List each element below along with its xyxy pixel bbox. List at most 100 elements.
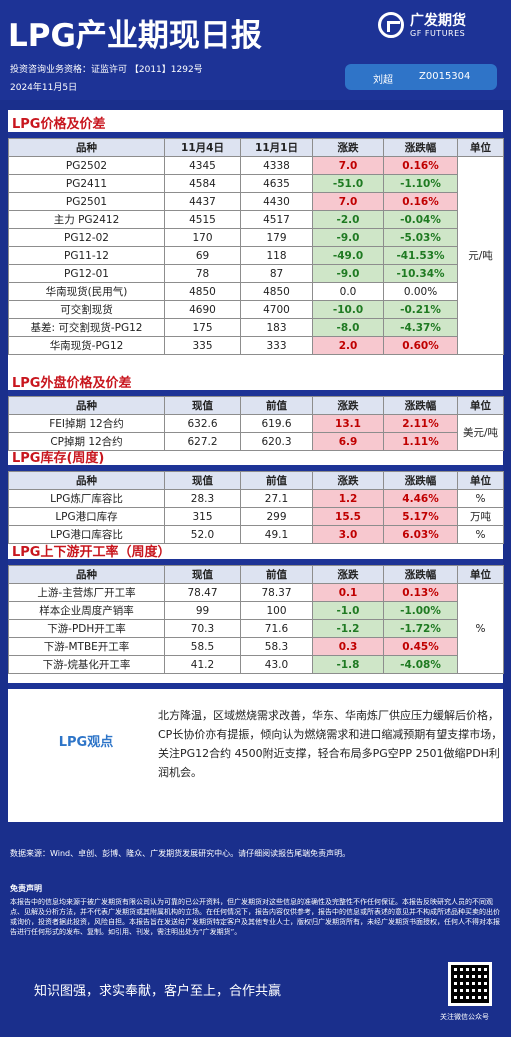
previous-value: 179 — [240, 228, 313, 247]
table-row: LPG港口库容比 52.0 49.1 3.0 6.03%% — [8, 525, 504, 544]
change-value: 13.1 — [312, 414, 384, 433]
col-header: 涨跌幅 — [383, 565, 458, 584]
row-label: 样本企业周度产销率 — [8, 601, 165, 620]
previous-value: 4850 — [240, 282, 313, 301]
operation-table: 品种 现值 前值 涨跌 涨跌幅 单位 上游-主营炼厂开工率 78.47 78.37 0… — [8, 565, 504, 674]
change-pct: 0.60% — [383, 336, 458, 355]
previous-value: 43.0 — [240, 655, 313, 674]
change-pct: -1.00% — [383, 601, 458, 620]
change-pct: -0.21% — [383, 300, 458, 319]
unit-cell: 美元/吨 — [457, 414, 504, 451]
previous-value: 27.1 — [240, 489, 313, 508]
table-row: PG2501 4437 4430 7.0 0.16% — [8, 192, 504, 211]
unit-cell: % — [457, 583, 504, 674]
current-value: 4515 — [164, 210, 241, 229]
gf-logo-icon — [378, 12, 404, 38]
table-row: 下游-烷基化开工率 41.2 43.0 -1.8 -4.08% — [8, 655, 504, 674]
row-label: PG11-12 — [8, 246, 165, 265]
section-band — [8, 465, 503, 471]
change-value: -10.0 — [312, 300, 384, 319]
previous-value: 58.3 — [240, 637, 313, 656]
previous-value: 4430 — [240, 192, 313, 211]
table-row: 华南现货(民用气) 4850 4850 0.0 0.00% — [8, 282, 504, 301]
disclaimer-body: 本报告中的信息均来源于被广发期货有限公司认为可靠的已公开资料，但广发期货对这些信… — [10, 898, 500, 936]
change-value: 0.1 — [312, 583, 384, 602]
previous-value: 4338 — [240, 156, 313, 175]
col-header: 涨跌幅 — [383, 471, 458, 490]
row-label: 华南现货(民用气) — [8, 282, 165, 301]
current-value: 4437 — [164, 192, 241, 211]
change-pct: -4.08% — [383, 655, 458, 674]
previous-value: 620.3 — [240, 432, 313, 451]
row-label: CP掉期 12合约 — [8, 432, 165, 451]
row-label: LPG炼厂库容比 — [8, 489, 165, 508]
change-pct: -1.10% — [383, 174, 458, 193]
row-label: 下游-烷基化开工率 — [8, 655, 165, 674]
change-pct: -4.37% — [383, 318, 458, 337]
current-value: 632.6 — [164, 414, 241, 433]
report-title: LPG产业期现日报 — [8, 18, 262, 54]
col-header: 现值 — [164, 396, 241, 415]
current-value: 335 — [164, 336, 241, 355]
logo-name-en: GF FUTURES — [410, 29, 466, 38]
section-title-operation: LPG上下游开工率（周度） — [12, 545, 171, 560]
change-value: 3.0 — [312, 525, 384, 544]
col-header: 品种 — [8, 396, 165, 415]
change-pct: -41.53% — [383, 246, 458, 265]
change-value: 0.3 — [312, 637, 384, 656]
table-row: 下游-PDH开工率 70.3 71.6 -1.2 -1.72% — [8, 619, 504, 638]
unit-cell: % — [457, 525, 504, 544]
row-label: 主力 PG2412 — [8, 210, 165, 229]
row-label: PG2501 — [8, 192, 165, 211]
row-label: PG2411 — [8, 174, 165, 193]
table-row: PG2411 4584 4635 -51.0 -1.10% — [8, 174, 504, 193]
section-band — [8, 683, 503, 689]
row-label: PG12-02 — [8, 228, 165, 247]
table-row: 样本企业周度产销率 99 100 -1.0 -1.00% — [8, 601, 504, 620]
view-text: 北方降温，区域燃烧需求改善，华东、华南炼厂供应压力缓解后价格，CP长协价亦有提振… — [158, 709, 503, 779]
change-pct: 6.03% — [383, 525, 458, 544]
previous-value: 118 — [240, 246, 313, 265]
table-row: PG12-01 78 87 -9.0 -10.34% — [8, 264, 504, 283]
previous-value: 4635 — [240, 174, 313, 193]
change-pct: 5.17% — [383, 507, 458, 526]
current-value: 52.0 — [164, 525, 241, 544]
row-label: FEI掉期 12合约 — [8, 414, 165, 433]
change-value: -9.0 — [312, 228, 384, 247]
table-row: 基差: 可交割现货-PG12 175 183 -8.0 -4.37% — [8, 318, 504, 337]
previous-value: 299 — [240, 507, 313, 526]
col-header: 单位 — [457, 396, 504, 415]
change-pct: 2.11% — [383, 414, 458, 433]
current-value: 4850 — [164, 282, 241, 301]
change-pct: -1.72% — [383, 619, 458, 638]
company-logo: 广发期货 GF FUTURES — [378, 10, 498, 42]
qr-code-icon — [448, 962, 492, 1006]
current-value: 315 — [164, 507, 241, 526]
table-row: 主力 PG2412 4515 4517 -2.0 -0.04% — [8, 210, 504, 229]
change-pct: 0.16% — [383, 192, 458, 211]
inventory-table: 品种 现值 前值 涨跌 涨跌幅 单位 LPG炼厂库容比 28.3 27.1 1.2 4.… — [8, 471, 504, 544]
section-band — [8, 559, 503, 565]
row-label: PG2502 — [8, 156, 165, 175]
change-value: 7.0 — [312, 192, 384, 211]
current-value: 58.5 — [164, 637, 241, 656]
view-label: LPG观点 — [58, 734, 114, 750]
table-row: PG11-12 69 118 -49.0 -41.53% — [8, 246, 504, 265]
row-label: LPG港口库存 — [8, 507, 165, 526]
row-label: LPG港口库容比 — [8, 525, 165, 544]
change-value: 0.0 — [312, 282, 384, 301]
change-value: -1.0 — [312, 601, 384, 620]
col-header: 单位 — [457, 565, 504, 584]
section-title-prices: LPG价格及价差 — [12, 117, 106, 132]
previous-value: 333 — [240, 336, 313, 355]
current-value: 4345 — [164, 156, 241, 175]
col-header: 品种 — [8, 565, 165, 584]
table-row: 下游-MTBE开工率 58.5 58.3 0.3 0.45% — [8, 637, 504, 656]
unit-cell: 万吨 — [457, 507, 504, 526]
col-header: 涨跌幅 — [383, 138, 458, 157]
current-value: 78.47 — [164, 583, 241, 602]
previous-value: 4700 — [240, 300, 313, 319]
change-value: -51.0 — [312, 174, 384, 193]
col-header: 11月1日 — [240, 138, 313, 157]
row-label: 华南现货-PG12 — [8, 336, 165, 355]
